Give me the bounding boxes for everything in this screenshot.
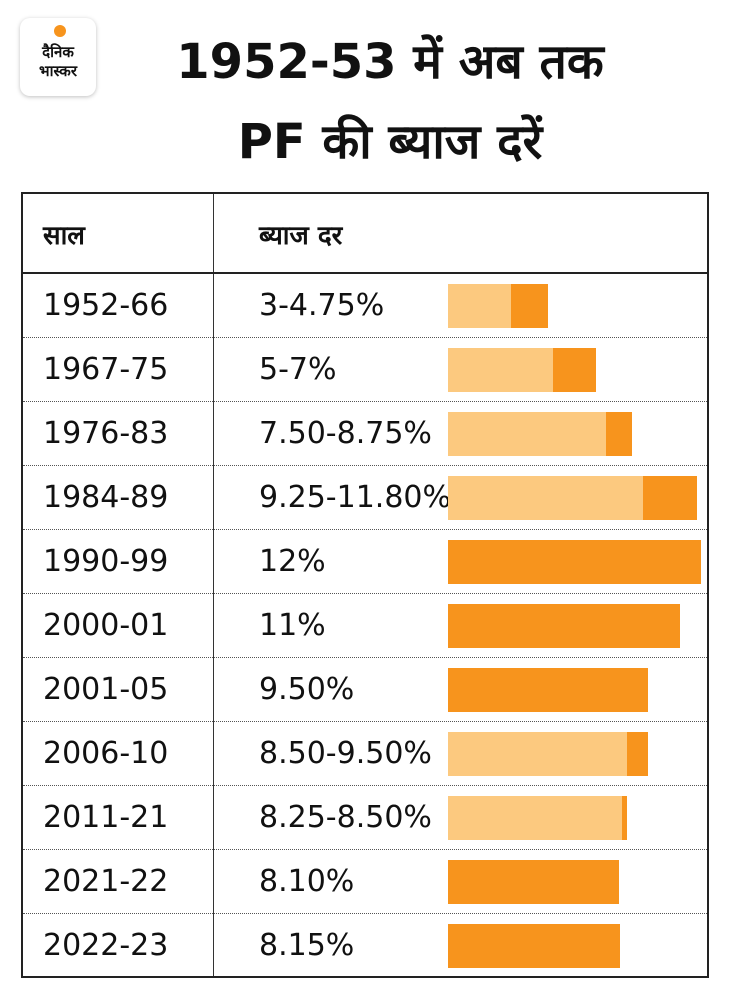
- row-separator: [23, 849, 707, 850]
- table-row: 1967-75 5-7%: [23, 338, 707, 402]
- year-cell: 2011-21: [43, 800, 169, 835]
- column-divider: [213, 194, 214, 976]
- year-cell: 2022-23: [43, 928, 169, 963]
- rate-bar: [448, 540, 701, 584]
- year-cell: 1984-89: [43, 480, 169, 515]
- year-cell: 1952-66: [43, 288, 169, 323]
- table-row: 2022-23 8.15%: [23, 914, 707, 978]
- table-row: 2000-01 11%: [23, 594, 707, 658]
- rate-bar: [448, 668, 648, 712]
- rate-cell: 8.15%: [259, 928, 355, 963]
- rate-cell: 7.50-8.75%: [259, 416, 432, 451]
- rate-cell: 9.50%: [259, 672, 355, 707]
- header-year: साल: [43, 221, 85, 251]
- rate-bar-low-segment: [448, 732, 627, 776]
- rate-bar-low-segment: [448, 348, 553, 392]
- table-row: 1976-83 7.50-8.75%: [23, 402, 707, 466]
- rate-bar-high-segment: [622, 796, 627, 840]
- table-row: 1990-99 12%: [23, 530, 707, 594]
- header-divider: [23, 272, 707, 274]
- rate-bar: [448, 924, 620, 968]
- table-row: 1952-66 3-4.75%: [23, 274, 707, 338]
- row-separator: [23, 785, 707, 786]
- rate-cell: 8.50-9.50%: [259, 736, 432, 771]
- rate-bar: [448, 796, 627, 840]
- row-separator: [23, 465, 707, 466]
- table-row: 1984-89 9.25-11.80%: [23, 466, 707, 530]
- year-cell: 2006-10: [43, 736, 169, 771]
- rate-bar-high-segment: [511, 284, 548, 328]
- rate-bar-high-segment: [606, 412, 632, 456]
- rate-bar-fill: [448, 924, 620, 968]
- row-separator: [23, 593, 707, 594]
- rate-bar-low-segment: [448, 412, 606, 456]
- year-cell: 1976-83: [43, 416, 169, 451]
- rate-bar-fill: [448, 668, 648, 712]
- rate-bar: [448, 732, 648, 776]
- table-row: 2021-22 8.10%: [23, 850, 707, 914]
- rate-bar-high-segment: [643, 476, 697, 520]
- rate-bar-fill: [448, 540, 701, 584]
- logo-line-1: दैनिक: [42, 43, 74, 61]
- year-cell: 1990-99: [43, 544, 169, 579]
- rate-cell: 8.25-8.50%: [259, 800, 432, 835]
- row-separator: [23, 401, 707, 402]
- title-line-1: 1952-53 में अब तक: [176, 34, 604, 90]
- row-separator: [23, 721, 707, 722]
- row-separator: [23, 913, 707, 914]
- year-cell: 2001-05: [43, 672, 169, 707]
- rate-bar: [448, 348, 596, 392]
- rate-bar-fill: [448, 860, 619, 904]
- rate-bar-low-segment: [448, 476, 643, 520]
- title-line-2: PF की ब्याज दरें: [237, 114, 543, 170]
- rate-cell: 12%: [259, 544, 326, 579]
- rate-bar-fill: [448, 604, 680, 648]
- logo-sun-icon: [54, 25, 66, 37]
- rate-bar: [448, 604, 680, 648]
- header-rate: ब्याज दर: [259, 221, 343, 251]
- rate-bar: [448, 476, 697, 520]
- dainik-bhaskar-logo: दैनिक भास्कर: [20, 18, 96, 96]
- table-row: 2006-10 8.50-9.50%: [23, 722, 707, 786]
- row-separator: [23, 657, 707, 658]
- rate-bar: [448, 860, 619, 904]
- rate-cell: 11%: [259, 608, 326, 643]
- rate-cell: 3-4.75%: [259, 288, 385, 323]
- interest-rate-table: साल ब्याज दर 1952-66 3-4.75% 1967-75 5-7% 19…: [21, 192, 709, 978]
- rate-bar-low-segment: [448, 796, 622, 840]
- row-separator: [23, 337, 707, 338]
- rate-cell: 9.25-11.80%: [259, 480, 452, 515]
- year-cell: 2021-22: [43, 864, 169, 899]
- row-separator: [23, 529, 707, 530]
- rate-bar-high-segment: [627, 732, 648, 776]
- year-cell: 1967-75: [43, 352, 169, 387]
- rate-bar: [448, 284, 548, 328]
- rate-cell: 5-7%: [259, 352, 337, 387]
- rate-cell: 8.10%: [259, 864, 355, 899]
- rate-bar-high-segment: [553, 348, 596, 392]
- logo-line-2: भास्कर: [39, 62, 77, 80]
- rate-bar-low-segment: [448, 284, 511, 328]
- table-row: 2011-21 8.25-8.50%: [23, 786, 707, 850]
- year-cell: 2000-01: [43, 608, 169, 643]
- rate-bar: [448, 412, 632, 456]
- table-row: 2001-05 9.50%: [23, 658, 707, 722]
